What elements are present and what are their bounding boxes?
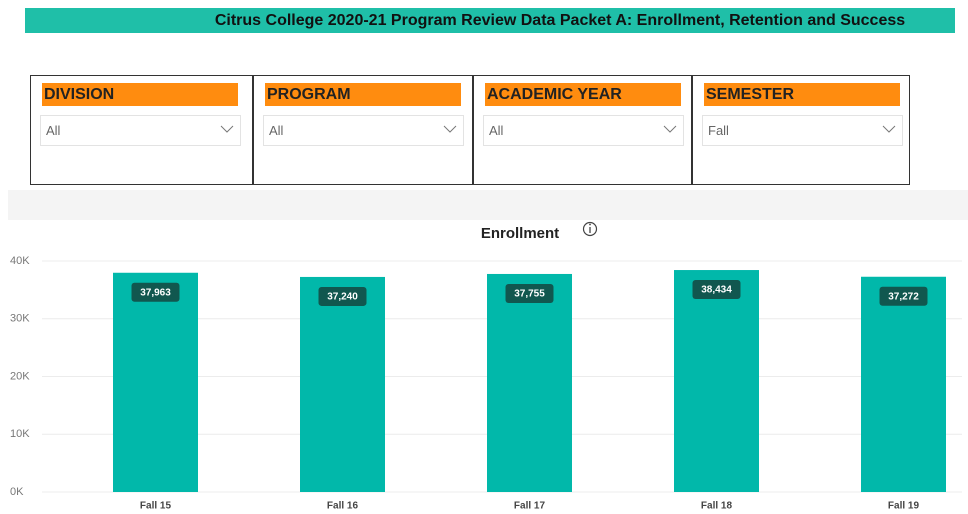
y-tick-label: 10K bbox=[10, 428, 30, 440]
data-label: 38,434 bbox=[701, 285, 732, 296]
info-icon[interactable] bbox=[582, 221, 598, 237]
dropdown[interactable]: Fall bbox=[702, 115, 903, 146]
chevron bbox=[663, 125, 677, 133]
dropdown[interactable]: All bbox=[483, 115, 684, 146]
data-label-bg bbox=[879, 286, 928, 306]
filter-card: PROGRAM All bbox=[253, 75, 473, 185]
x-tick-label: Fall 17 bbox=[514, 501, 546, 512]
filter-label: PROGRAM bbox=[265, 83, 461, 106]
chart-title: Enrollment bbox=[481, 225, 559, 242]
page-title: Citrus College 2020-21 Program Review Da… bbox=[214, 12, 906, 29]
x-tick-label: Fall 19 bbox=[888, 501, 920, 512]
bar bbox=[113, 272, 198, 492]
separator-band bbox=[8, 190, 968, 220]
filter-label: SEMESTER bbox=[704, 83, 900, 106]
y-tick-label: 40K bbox=[10, 255, 30, 267]
filter-card: SEMESTER Fall bbox=[692, 75, 910, 185]
dropdown[interactable]: All bbox=[40, 115, 241, 146]
filter-label: ACADEMIC YEAR bbox=[485, 83, 681, 106]
bar bbox=[300, 276, 385, 492]
data-label: 37,272 bbox=[888, 291, 919, 302]
dropdown-value: All bbox=[489, 123, 504, 138]
title-bar: Citrus College 2020-21 Program Review Da… bbox=[25, 8, 955, 33]
y-tick-label: 20K bbox=[10, 370, 30, 382]
dropdown-value: All bbox=[269, 123, 284, 138]
y-tick-label: 0K bbox=[10, 486, 24, 498]
dropdown[interactable]: All bbox=[263, 115, 464, 146]
chevron bbox=[882, 125, 896, 133]
x-tick-label: Fall 16 bbox=[327, 501, 359, 512]
data-label-bg bbox=[318, 286, 367, 306]
bar bbox=[861, 276, 946, 492]
bar bbox=[487, 273, 572, 492]
dropdown-value: All bbox=[46, 123, 61, 138]
filter-label: DIVISION bbox=[42, 83, 238, 106]
filter-card: DIVISION All bbox=[30, 75, 253, 185]
data-label: 37,240 bbox=[327, 292, 358, 303]
data-label-bg bbox=[505, 283, 554, 303]
data-label-bg bbox=[692, 280, 741, 300]
data-label: 37,963 bbox=[140, 287, 171, 298]
dropdown-value: Fall bbox=[708, 123, 729, 138]
x-tick-label: Fall 15 bbox=[140, 501, 172, 512]
filter-card: ACADEMIC YEAR All bbox=[473, 75, 692, 185]
data-label: 37,755 bbox=[514, 289, 545, 300]
data-label-bg bbox=[131, 282, 180, 302]
x-tick-label: Fall 18 bbox=[701, 501, 733, 512]
bar bbox=[674, 270, 759, 492]
chevron bbox=[443, 125, 457, 133]
chevron bbox=[220, 125, 234, 133]
y-tick-label: 30K bbox=[10, 313, 30, 325]
